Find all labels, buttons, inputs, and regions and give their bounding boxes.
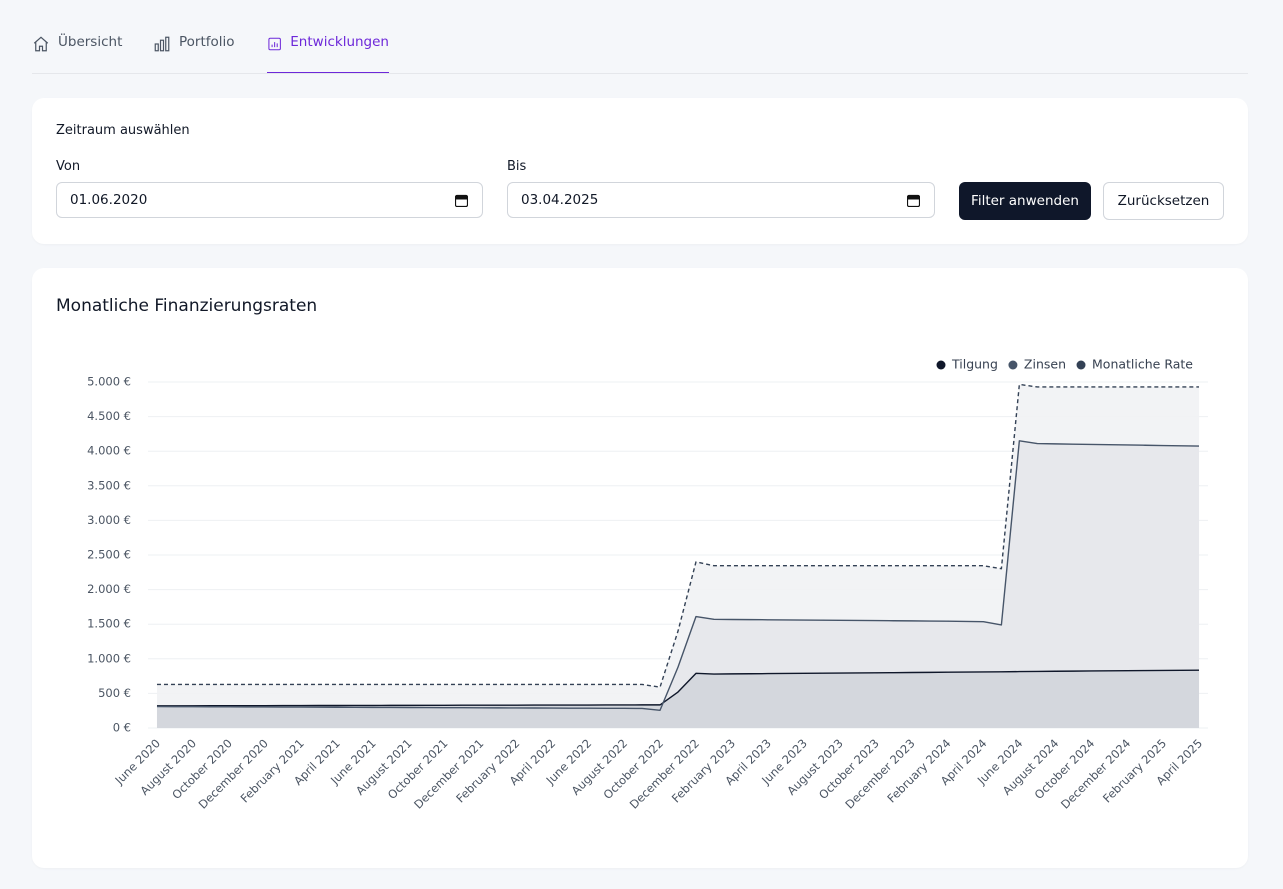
- x-tick-label: February 2021: [238, 736, 307, 805]
- legend-item: Tilgung: [936, 357, 998, 372]
- y-tick-label: 1.000 €: [87, 651, 131, 665]
- legend-marker: [1076, 360, 1086, 370]
- legend-item: Monatliche Rate: [1076, 357, 1193, 372]
- legend-label: Zinsen: [1024, 357, 1066, 372]
- from-value: 01.06.2020: [70, 192, 148, 208]
- calendar-icon: [455, 194, 468, 207]
- y-tick-label: 4.000 €: [87, 444, 131, 458]
- filter-card: Zeitraum auswählen Von 01.06.2020 Bis 03…: [32, 98, 1248, 244]
- line: [156, 383, 1200, 688]
- y-tick-label: 5.000 €: [87, 375, 131, 389]
- x-tick-label: February 2023: [669, 736, 738, 805]
- y-tick-label: 0 €: [113, 721, 131, 735]
- y-tick-label: 3.000 €: [87, 513, 131, 527]
- area: [156, 670, 1200, 728]
- tab-label: Entwicklungen: [290, 34, 389, 50]
- tab-label: Übersicht: [58, 34, 123, 50]
- divider: [32, 73, 1248, 74]
- to-label: Bis: [507, 159, 527, 174]
- from-label: Von: [56, 159, 81, 174]
- to-value: 03.04.2025: [521, 192, 599, 208]
- chart: Monatliche Finanzierungsraten 0 € 500 € 1.…: [56, 296, 1208, 812]
- legend-marker: [936, 360, 946, 370]
- y-tick-label: 500 €: [98, 686, 131, 700]
- trend-icon: [268, 37, 281, 51]
- filter-title: Zeitraum auswählen: [56, 123, 190, 138]
- chart-icon: [154, 36, 170, 52]
- y-tick-label: 2.500 €: [87, 548, 131, 562]
- legend-marker: [1008, 360, 1018, 370]
- line: [156, 440, 1200, 711]
- area: [156, 440, 1200, 728]
- chart-card: Monatliche Finanzierungsraten 0 € 500 € 1.…: [32, 268, 1248, 868]
- to-input[interactable]: 03.04.2025: [507, 182, 935, 218]
- y-tick-label: 1.500 €: [87, 617, 131, 631]
- chart-title: Monatliche Finanzierungsraten: [56, 296, 317, 316]
- tab-label: Portfolio: [179, 34, 235, 50]
- x-tick-label: February 2025: [1100, 736, 1169, 805]
- calendar-icon: [907, 194, 920, 207]
- legend-item: Zinsen: [1008, 357, 1066, 372]
- line: [156, 669, 1200, 707]
- apply-button[interactable]: Filter anwenden: [959, 182, 1091, 220]
- x-tick-label: February 2024: [884, 736, 953, 805]
- legend-label: Monatliche Rate: [1092, 357, 1193, 372]
- y-tick-label: 4.500 €: [87, 409, 131, 423]
- y-tick-label: 2.000 €: [87, 582, 131, 596]
- from-input[interactable]: 01.06.2020: [56, 182, 483, 218]
- tab[interactable]: Übersicht: [32, 34, 122, 74]
- reset-button[interactable]: Zurücksetzen: [1103, 182, 1224, 220]
- tab[interactable]: Entwicklungen: [267, 34, 389, 74]
- home-icon: [33, 36, 49, 52]
- x-tick-label: February 2022: [453, 736, 522, 805]
- tab[interactable]: Portfolio: [153, 34, 235, 74]
- legend-label: Tilgung: [951, 357, 998, 372]
- y-tick-label: 3.500 €: [87, 478, 131, 492]
